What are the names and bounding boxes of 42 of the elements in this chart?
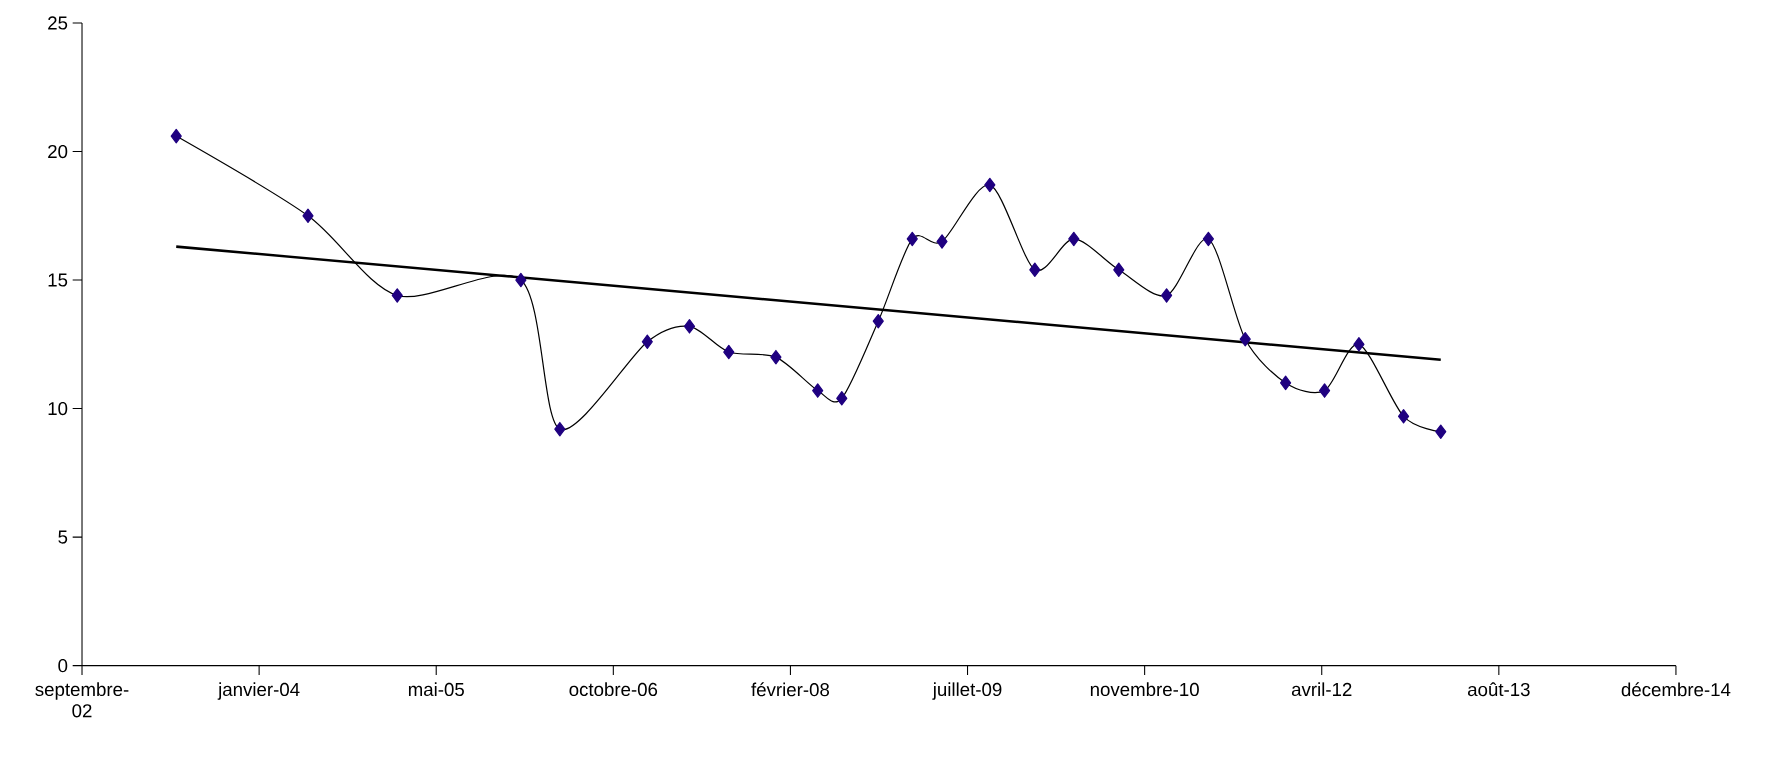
point	[1202, 231, 1214, 247]
point	[302, 208, 314, 224]
y-tick-label: 0	[58, 659, 68, 673]
point	[1435, 424, 1447, 439]
x-tick-label: avril-12	[1291, 682, 1352, 697]
y-tick-label: 10	[48, 401, 68, 416]
x-tick-label: février-08	[751, 682, 830, 697]
point	[770, 349, 782, 365]
x-tick-label: novembre-10	[1090, 682, 1199, 697]
point	[1068, 231, 1080, 247]
point	[554, 421, 566, 437]
y-tick-label: 5	[58, 530, 68, 544]
x-tick-label: mai-05	[408, 682, 464, 697]
point	[906, 231, 918, 247]
point	[1113, 262, 1125, 278]
point	[984, 177, 996, 193]
point	[1318, 383, 1331, 398]
x-tick-label: juillet-09	[932, 682, 1002, 700]
x-tick-label: octobre-06	[569, 682, 658, 697]
point	[836, 391, 848, 406]
point	[1029, 262, 1041, 278]
y-tick-label: 25	[48, 16, 68, 30]
point	[170, 128, 182, 144]
point	[641, 334, 653, 350]
x-tick-label: décembre-14	[1621, 682, 1731, 697]
point	[1161, 288, 1173, 303]
point	[515, 272, 527, 288]
x-tick-label: septembre-02	[35, 682, 129, 718]
y-tick-label: 20	[48, 144, 68, 159]
point	[1239, 331, 1251, 347]
x-tick-label: août-13	[1467, 682, 1530, 697]
point	[936, 234, 948, 249]
point	[723, 344, 735, 360]
point	[683, 319, 696, 334]
point	[1397, 409, 1410, 424]
point	[391, 288, 403, 303]
point	[812, 383, 824, 398]
point	[1353, 337, 1365, 352]
x-tick-label: janvier-04	[217, 682, 300, 700]
y-tick-label: 15	[48, 273, 68, 287]
point	[872, 313, 884, 329]
point	[1280, 375, 1292, 391]
